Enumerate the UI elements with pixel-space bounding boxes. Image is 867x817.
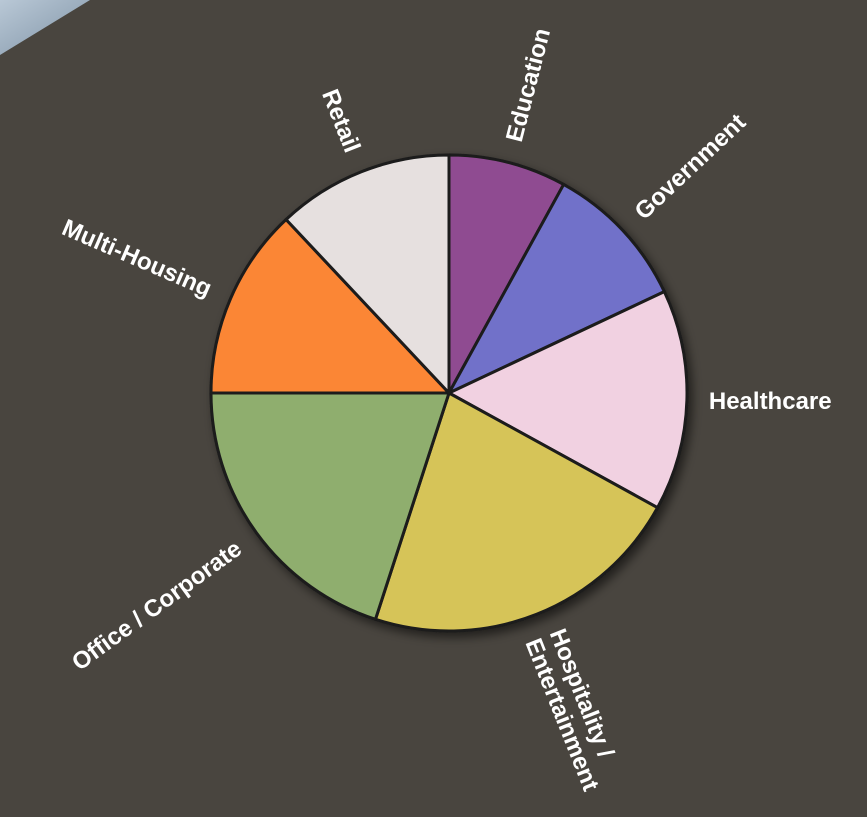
pie-slices — [211, 155, 687, 631]
slice-label-education: Education — [501, 26, 556, 145]
slice-label-government: Government — [630, 109, 752, 225]
slice-label-line: Healthcare — [709, 388, 832, 415]
slice-label-line: Office / Corporate — [67, 535, 247, 676]
slice-label-healthcare: Healthcare — [709, 388, 832, 415]
slice-label-multi-housing: Multi-Housing — [58, 214, 216, 302]
slice-label-line: Government — [630, 109, 752, 225]
slice-label-office-corporate: Office / Corporate — [67, 535, 247, 676]
slice-label-line: Multi-Housing — [58, 214, 216, 302]
slice-label-hospitality-entertainment: Hospitality /Entertainment — [520, 625, 629, 795]
slice-label-line: Retail — [316, 86, 365, 157]
slice-label-line: Education — [501, 26, 556, 145]
slice-label-retail: Retail — [316, 86, 365, 157]
